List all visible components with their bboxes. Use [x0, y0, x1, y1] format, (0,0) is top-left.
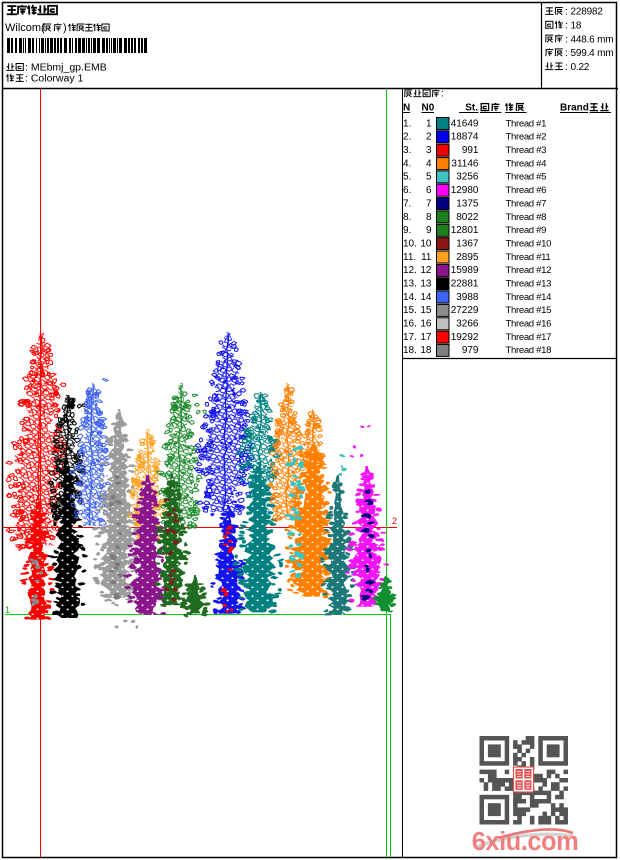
svg-text:15.: 15. [403, 305, 417, 316]
svg-text:1367: 1367 [456, 238, 479, 249]
svg-text:14: 14 [420, 292, 432, 303]
svg-text:8: 8 [426, 212, 432, 223]
svg-text::: : [565, 61, 568, 73]
svg-text:St.: St. [465, 103, 478, 114]
svg-text:3266: 3266 [456, 319, 479, 330]
svg-text:Thread #1: Thread #1 [506, 118, 547, 129]
svg-text:10: 10 [420, 238, 432, 249]
svg-text:): ) [63, 22, 67, 34]
svg-text::: : [441, 89, 444, 100]
svg-text:Thread #12: Thread #12 [506, 265, 552, 276]
svg-text:6xiu.com: 6xiu.com [472, 828, 579, 856]
svg-text:Thread #2: Thread #2 [506, 132, 547, 143]
svg-text:8022: 8022 [456, 212, 479, 223]
svg-text:1: 1 [5, 605, 10, 615]
svg-text:18: 18 [420, 345, 432, 356]
svg-text:2: 2 [392, 516, 397, 526]
svg-text:228982: 228982 [571, 7, 604, 18]
svg-text:Thread #13: Thread #13 [506, 279, 552, 290]
svg-text:979: 979 [462, 345, 479, 356]
svg-text:10.: 10. [403, 238, 417, 249]
svg-text:7.: 7. [403, 198, 411, 209]
svg-text::: : [565, 33, 568, 45]
svg-text:11.: 11. [403, 252, 416, 263]
svg-text:Wilcom(: Wilcom( [5, 22, 45, 34]
svg-text::: : [565, 20, 568, 32]
svg-text:27229: 27229 [451, 305, 479, 316]
svg-text:19292: 19292 [451, 332, 479, 343]
svg-text:13: 13 [420, 279, 432, 290]
svg-text:9.: 9. [403, 225, 411, 236]
svg-text:9: 9 [426, 225, 432, 236]
svg-text:Brand: Brand [560, 103, 589, 114]
svg-text:18: 18 [571, 21, 582, 32]
svg-text:18874: 18874 [451, 132, 479, 143]
svg-text:Thread #18: Thread #18 [506, 345, 552, 356]
svg-text:7: 7 [426, 198, 432, 209]
svg-text:0.22: 0.22 [571, 62, 590, 73]
svg-text:: MEbmj_gp.EMB: : MEbmj_gp.EMB [25, 62, 107, 74]
svg-text:N: N [403, 103, 410, 114]
svg-text:N0: N0 [422, 103, 435, 114]
svg-text:1: 1 [426, 118, 432, 129]
svg-text:Thread #4: Thread #4 [506, 158, 548, 169]
svg-text:Thread #11: Thread #11 [506, 252, 551, 263]
svg-text:Thread #8: Thread #8 [506, 212, 547, 223]
svg-text:599.4 mm: 599.4 mm [571, 48, 614, 59]
svg-text:16: 16 [420, 319, 432, 330]
svg-text:Thread #3: Thread #3 [506, 145, 547, 156]
svg-text::: : [565, 47, 568, 59]
svg-text:16.: 16. [403, 319, 417, 330]
svg-text:31146: 31146 [451, 158, 479, 169]
svg-text:3: 3 [426, 145, 432, 156]
svg-text:17.: 17. [403, 332, 417, 343]
svg-text:Thread #10: Thread #10 [506, 238, 552, 249]
svg-text:Thread #9: Thread #9 [506, 225, 547, 236]
svg-text:Thread #6: Thread #6 [506, 185, 547, 196]
svg-text:2: 2 [426, 132, 432, 143]
svg-text:11: 11 [421, 252, 432, 263]
svg-text:8.: 8. [403, 212, 411, 223]
svg-text:12980: 12980 [451, 185, 479, 196]
svg-text:6.: 6. [403, 185, 411, 196]
svg-text:13.: 13. [403, 279, 417, 290]
svg-text:12: 12 [420, 265, 432, 276]
svg-text:15: 15 [420, 305, 432, 316]
svg-text:2895: 2895 [456, 252, 479, 263]
svg-text:Thread #7: Thread #7 [506, 198, 547, 209]
svg-text:17: 17 [420, 332, 432, 343]
svg-text:3256: 3256 [456, 172, 479, 183]
svg-text:Thread #16: Thread #16 [506, 319, 552, 330]
svg-text:: Colorway 1: : Colorway 1 [25, 73, 84, 85]
svg-text:12801: 12801 [451, 225, 479, 236]
svg-text:3.: 3. [403, 145, 411, 156]
svg-text:Thread #5: Thread #5 [506, 172, 547, 183]
svg-text:12.: 12. [403, 265, 417, 276]
svg-text:5: 5 [426, 172, 432, 183]
svg-text:4: 4 [426, 158, 432, 169]
svg-text:448.6 mm: 448.6 mm [571, 34, 614, 45]
svg-text:5.: 5. [403, 172, 411, 183]
svg-text:3988: 3988 [456, 292, 479, 303]
svg-text:41649: 41649 [451, 118, 479, 129]
svg-text:Thread #17: Thread #17 [506, 332, 552, 343]
svg-text:18.: 18. [403, 345, 417, 356]
svg-text:6: 6 [426, 185, 432, 196]
svg-text:Thread #14: Thread #14 [506, 292, 553, 303]
svg-text:22881: 22881 [451, 279, 479, 290]
svg-text:2.: 2. [403, 132, 411, 143]
svg-text:15989: 15989 [451, 265, 479, 276]
svg-text:Thread #15: Thread #15 [506, 305, 552, 316]
svg-text:14.: 14. [403, 292, 417, 303]
svg-text:1375: 1375 [456, 198, 479, 209]
svg-text:991: 991 [462, 145, 479, 156]
svg-text::: : [565, 6, 568, 18]
svg-text:4.: 4. [403, 158, 411, 169]
svg-text:1.: 1. [403, 118, 411, 129]
